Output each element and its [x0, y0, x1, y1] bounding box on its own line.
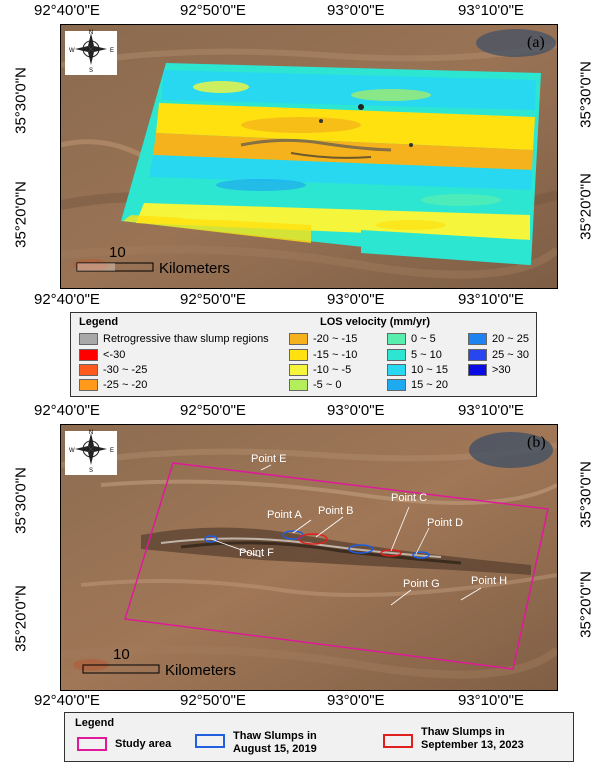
- legend-study-area: Study area: [77, 737, 171, 751]
- legend-b-title: Legend: [75, 717, 115, 729]
- legend-item: -10 ~ -5: [289, 364, 351, 376]
- coord-top-2: 92°50'0"E: [180, 2, 246, 19]
- legend-item: -25 ~ -20: [79, 379, 147, 391]
- study-area-swatch: [77, 737, 107, 751]
- compass-s: S: [89, 68, 93, 74]
- slumps-2019-swatch: [195, 734, 225, 748]
- legend-item: -15 ~ -10: [289, 349, 357, 361]
- coord-bottom-3: 93°0'0"E: [327, 692, 385, 709]
- coord-top-1: 92°40'0"E: [34, 2, 100, 19]
- legend-slumps-2019: Thaw Slumps in August 15, 2019: [195, 730, 317, 756]
- legend-a: Legend Retrogressive thaw slump regions …: [70, 312, 537, 397]
- point-h-label: Point H: [471, 575, 508, 587]
- satellite-map-b: N S W E (b) 10 Kilometers: [61, 425, 557, 690]
- scale-value-b: 10: [113, 646, 130, 663]
- legend-item: 20 ~ 25: [468, 333, 529, 345]
- compass-e: E: [110, 48, 114, 54]
- compass-w: W: [69, 448, 75, 454]
- velocity-title: LOS velocity (mm/yr): [320, 316, 431, 328]
- legend-item: >30: [468, 364, 511, 376]
- legend-item: 0 ~ 5: [387, 333, 436, 345]
- coord-left-2: 35°20'0"N: [12, 585, 30, 652]
- legend-item: -5 ~ 0: [289, 379, 341, 391]
- scale-bar-b: 10 Kilometers: [82, 646, 236, 679]
- point-d-label: Point D: [427, 517, 464, 529]
- compass-rose-icon: [75, 33, 107, 65]
- coord-bottom-4: 93°10'0"E: [458, 291, 524, 308]
- coord-bottom-3: 93°0'0"E: [327, 291, 385, 308]
- point-f-label: Point F: [239, 547, 274, 559]
- coord-left-1: 35°30'0"N: [12, 67, 30, 134]
- compass-n: N: [89, 30, 93, 36]
- compass-rose-icon: [75, 433, 107, 465]
- coord-right-2: 35°20'0"N: [577, 173, 595, 240]
- satellite-map-a: N S W E (a) 10 Kilometers: [61, 25, 557, 288]
- legend-slumps-2023: Thaw Slumps in September 13, 2023: [383, 726, 524, 752]
- map-a: N S W E (a) 10 Kilometers: [60, 24, 558, 289]
- coord-bottom-1: 92°40'0"E: [34, 692, 100, 709]
- scale-unit-b: Kilometers: [165, 662, 236, 679]
- point-e-label: Point E: [251, 453, 287, 465]
- slumps-2023-swatch: [383, 734, 413, 748]
- coord-left-1: 35°30'0"N: [12, 467, 30, 534]
- map-b: N S W E (b) 10 Kilometers Point E Point …: [60, 424, 558, 691]
- scale-bar-a: 10 Kilometers: [76, 244, 230, 277]
- study-area-polygon: [124, 462, 549, 670]
- compass-w: W: [69, 48, 75, 54]
- legend-item: 25 ~ 30: [468, 349, 529, 361]
- panel-b-label: (b): [527, 434, 546, 451]
- legend-item: 15 ~ 20: [387, 379, 448, 391]
- scale-unit-a: Kilometers: [159, 260, 230, 277]
- coord-top-4: 93°10'0"E: [458, 402, 524, 419]
- coord-top-3: 93°0'0"E: [327, 402, 385, 419]
- legend-item: <-30: [79, 349, 125, 361]
- coord-right-1: 35°30'0"N: [577, 461, 595, 528]
- coord-right-1: 35°30'0"N: [577, 61, 595, 128]
- coord-top-1: 92°40'0"E: [34, 402, 100, 419]
- coord-left-2: 35°20'0"N: [12, 181, 30, 248]
- scale-value-a: 10: [109, 244, 126, 261]
- coord-top-2: 92°50'0"E: [180, 402, 246, 419]
- legend-item: -30 ~ -25: [79, 364, 147, 376]
- point-b-label: Point B: [318, 505, 354, 517]
- point-c-label: Point C: [391, 492, 428, 504]
- coord-bottom-1: 92°40'0"E: [34, 291, 100, 308]
- coord-bottom-4: 93°10'0"E: [458, 692, 524, 709]
- coord-right-2: 35°20'0"N: [577, 571, 595, 638]
- point-g-label: Point G: [403, 578, 440, 590]
- coord-top-3: 93°0'0"E: [327, 2, 385, 19]
- point-a-label: Point A: [267, 509, 302, 521]
- compass-n: N: [89, 430, 93, 436]
- legend-slump-item: Retrogressive thaw slump regions: [79, 333, 269, 345]
- slump-swatch: [79, 333, 98, 345]
- slump-label: Retrogressive thaw slump regions: [103, 333, 269, 345]
- compass-s: S: [89, 468, 93, 474]
- legend-b: Legend Study area Thaw Slumps in August …: [64, 712, 574, 762]
- legend-item: -20 ~ -15: [289, 333, 357, 345]
- coord-bottom-2: 92°50'0"E: [180, 291, 246, 308]
- panel-a-label: (a): [527, 34, 545, 51]
- coord-top-4: 93°10'0"E: [458, 2, 524, 19]
- legend-item: 5 ~ 10: [387, 349, 442, 361]
- thaw-slumps: [204, 530, 430, 559]
- coord-bottom-2: 92°50'0"E: [180, 692, 246, 709]
- legend-a-title: Legend: [79, 316, 119, 328]
- velocity-footprint: [121, 63, 541, 265]
- compass-e: E: [110, 448, 114, 454]
- legend-item: 10 ~ 15: [387, 364, 448, 376]
